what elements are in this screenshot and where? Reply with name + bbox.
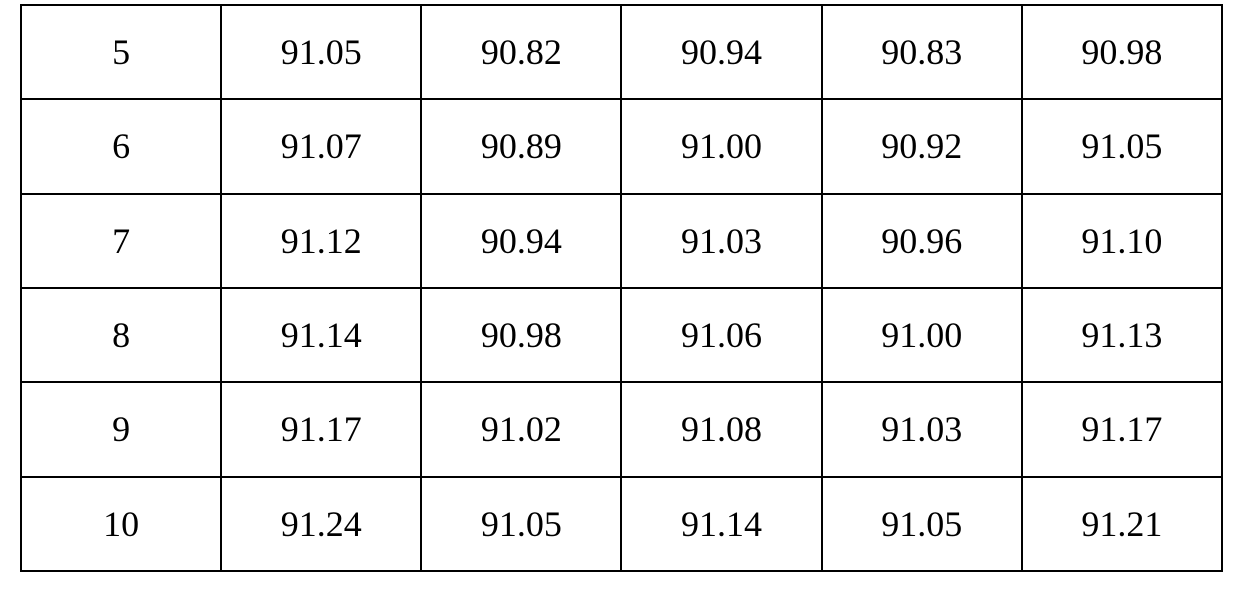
data-table: 5 91.05 90.82 90.94 90.83 90.98 6 91.07 … [20,4,1223,572]
table-cell: 91.07 [221,99,421,193]
table-row: 5 91.05 90.82 90.94 90.83 90.98 [21,5,1222,99]
table-cell: 90.98 [1022,5,1222,99]
table-cell: 91.05 [221,5,421,99]
table-cell: 7 [21,194,221,288]
table-cell: 90.89 [421,99,621,193]
table-row: 6 91.07 90.89 91.00 90.92 91.05 [21,99,1222,193]
table-cell: 90.98 [421,288,621,382]
table-cell: 91.03 [621,194,821,288]
table-cell: 91.02 [421,382,621,476]
table-cell: 91.05 [822,477,1022,571]
table-row: 10 91.24 91.05 91.14 91.05 91.21 [21,477,1222,571]
table-cell: 91.05 [1022,99,1222,193]
table-body: 5 91.05 90.82 90.94 90.83 90.98 6 91.07 … [21,5,1222,571]
table-cell: 91.03 [822,382,1022,476]
table-row: 9 91.17 91.02 91.08 91.03 91.17 [21,382,1222,476]
table-cell: 90.82 [421,5,621,99]
table-cell: 90.94 [421,194,621,288]
table-cell: 91.21 [1022,477,1222,571]
table-cell: 91.14 [221,288,421,382]
table-cell: 9 [21,382,221,476]
table-cell: 91.12 [221,194,421,288]
table-cell: 91.05 [421,477,621,571]
table-cell: 91.00 [822,288,1022,382]
table-cell: 91.10 [1022,194,1222,288]
table-cell: 91.14 [621,477,821,571]
table-cell: 91.08 [621,382,821,476]
table-cell: 6 [21,99,221,193]
table-container: 5 91.05 90.82 90.94 90.83 90.98 6 91.07 … [0,0,1239,592]
table-cell: 90.96 [822,194,1022,288]
table-cell: 91.06 [621,288,821,382]
table-cell: 91.00 [621,99,821,193]
table-cell: 91.17 [1022,382,1222,476]
table-row: 8 91.14 90.98 91.06 91.00 91.13 [21,288,1222,382]
table-cell: 91.17 [221,382,421,476]
table-cell: 90.94 [621,5,821,99]
table-cell: 90.83 [822,5,1022,99]
table-cell: 10 [21,477,221,571]
table-cell: 91.24 [221,477,421,571]
table-row: 7 91.12 90.94 91.03 90.96 91.10 [21,194,1222,288]
table-cell: 90.92 [822,99,1022,193]
table-cell: 5 [21,5,221,99]
table-cell: 91.13 [1022,288,1222,382]
table-cell: 8 [21,288,221,382]
